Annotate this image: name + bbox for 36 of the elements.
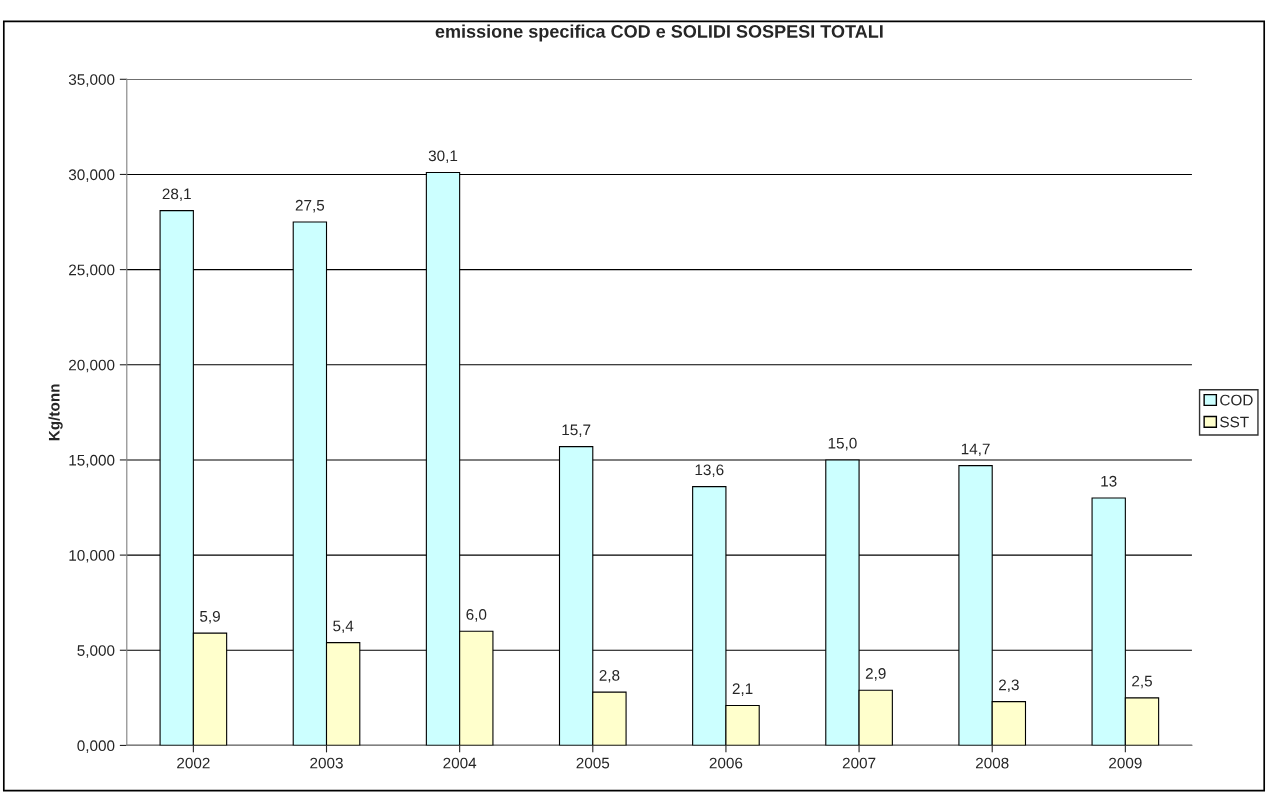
data-label: 2,1	[732, 683, 753, 696]
data-label: 13,6	[695, 464, 724, 478]
y-tick-label: 30,000	[68, 169, 115, 182]
legend-label: SST	[1220, 416, 1249, 428]
data-label: 30,1	[428, 150, 458, 164]
data-label: 6,0	[466, 609, 487, 622]
data-label: 5,4	[333, 620, 354, 634]
data-label: 15,0	[828, 437, 857, 451]
y-tick-label: 35,000	[68, 74, 115, 87]
x-tick-label: 2006	[709, 757, 743, 769]
data-label: 2,8	[599, 669, 620, 683]
y-tick-label: 10,000	[69, 549, 115, 563]
data-label: 13	[1101, 475, 1117, 487]
x-tick-label: 2008	[975, 757, 1009, 769]
x-tick-label: 2007	[842, 757, 876, 769]
y-tick-label: 0,000	[77, 740, 115, 753]
data-label: 28,1	[162, 188, 191, 202]
data-label: 2,3	[999, 679, 1019, 693]
data-label: 2,5	[1132, 675, 1152, 689]
legend-label: COD	[1220, 394, 1253, 406]
y-tick-label: 15,000	[69, 454, 115, 468]
y-tick-label: 20,000	[69, 359, 115, 373]
x-tick-label: 2002	[177, 757, 210, 769]
y-axis-title: Kg/tonn	[48, 384, 63, 441]
data-label: 15,7	[562, 424, 591, 438]
chart-title: emissione specifica COD e SOLIDI SOSPESI TOTALI	[435, 24, 883, 42]
data-label: 5,9	[200, 610, 220, 624]
x-tick-label: 2004	[443, 757, 477, 769]
data-label: 27,5	[295, 199, 325, 213]
data-label: 14,7	[961, 443, 990, 457]
y-tick-label: 5,000	[77, 645, 115, 658]
x-tick-label: 2005	[576, 757, 610, 769]
x-tick-label: 2009	[1109, 757, 1142, 769]
data-label: 2,9	[865, 668, 886, 681]
y-tick-label: 25,000	[69, 264, 115, 278]
x-tick-label: 2003	[310, 757, 343, 769]
